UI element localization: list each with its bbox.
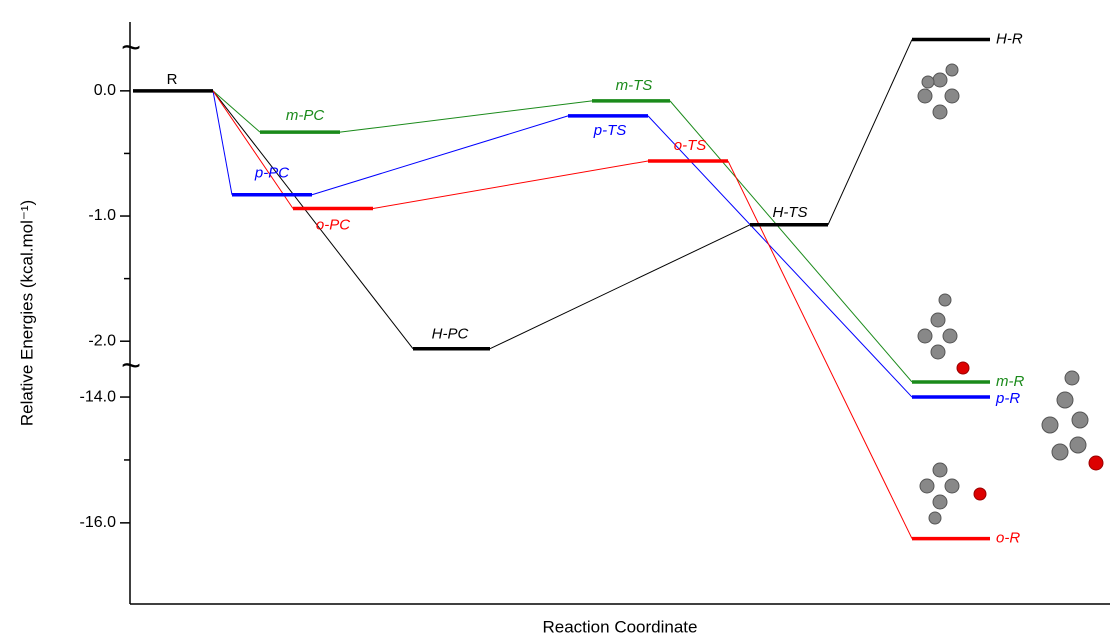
y-tick-label: -2.0 xyxy=(88,332,116,349)
connector xyxy=(213,91,413,349)
level-label: p-PC xyxy=(254,165,289,182)
connector xyxy=(490,225,750,349)
level-label: m-PC xyxy=(286,107,324,124)
connector xyxy=(213,91,232,195)
connector xyxy=(670,101,912,382)
y-axis-label: Relative Energies (kcal.mol⁻¹) xyxy=(17,200,36,426)
level-label: o-TS xyxy=(674,137,707,154)
connector xyxy=(340,101,592,132)
axis-break: ~ xyxy=(121,29,141,67)
level-label: H-TS xyxy=(773,204,808,221)
connector xyxy=(648,116,912,397)
level-label: p-TS xyxy=(593,122,627,139)
y-tick-label: -14.0 xyxy=(80,388,117,405)
y-tick-label: 0.0 xyxy=(94,82,116,99)
molecule xyxy=(918,64,1103,524)
level-label: p-R xyxy=(995,390,1020,407)
level-label: m-TS xyxy=(616,77,653,94)
level-label: o-PC xyxy=(316,216,350,233)
level-label: m-R xyxy=(996,373,1024,390)
y-tick-label: -16.0 xyxy=(80,514,117,531)
level-label: H-R xyxy=(996,30,1023,47)
connector xyxy=(373,161,648,209)
connector xyxy=(213,91,293,209)
level-label: H-PC xyxy=(432,326,469,343)
level-label: o-R xyxy=(996,530,1020,547)
y-tick-label: -1.0 xyxy=(88,207,116,224)
connector xyxy=(828,40,912,225)
level-label: R xyxy=(167,71,178,88)
x-axis-label: Reaction Coordinate xyxy=(543,617,698,636)
chart: ~ ~ Reaction Coordinate Relative Energie… xyxy=(0,0,1115,642)
connector xyxy=(312,116,568,195)
axis-break: ~ xyxy=(121,347,141,385)
